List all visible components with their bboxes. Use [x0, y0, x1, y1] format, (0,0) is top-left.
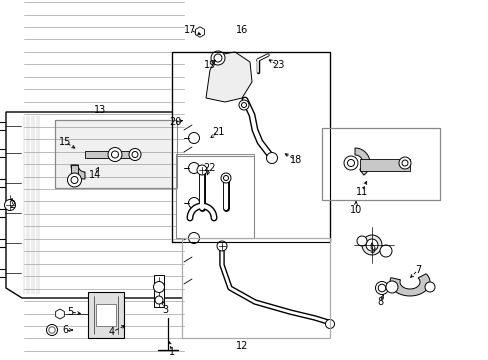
Text: 10: 10 [349, 205, 362, 215]
Text: 1: 1 [168, 347, 175, 357]
Text: 17: 17 [183, 25, 196, 35]
Polygon shape [195, 27, 204, 37]
Circle shape [188, 162, 199, 174]
Circle shape [361, 235, 381, 255]
Circle shape [375, 282, 387, 294]
Text: 7: 7 [414, 265, 420, 275]
Circle shape [108, 148, 122, 162]
Circle shape [46, 324, 58, 336]
Bar [96, 304, 116, 326]
Text: 18: 18 [289, 155, 302, 165]
Circle shape [356, 236, 366, 246]
Circle shape [188, 132, 199, 144]
Circle shape [365, 239, 377, 251]
Text: 13: 13 [94, 105, 106, 115]
Polygon shape [154, 275, 163, 307]
Polygon shape [85, 151, 130, 158]
Circle shape [223, 176, 228, 180]
Bar [172, 52, 329, 242]
Text: 20: 20 [168, 117, 181, 127]
Circle shape [71, 176, 78, 184]
Text: 21: 21 [211, 127, 224, 137]
Circle shape [217, 241, 226, 251]
Bar [88, 292, 124, 338]
Bar [321, 128, 439, 200]
Circle shape [214, 54, 222, 62]
Text: 22: 22 [203, 163, 216, 173]
Text: 16: 16 [235, 25, 247, 35]
Polygon shape [389, 274, 429, 296]
Polygon shape [354, 148, 369, 175]
Polygon shape [205, 52, 251, 102]
Circle shape [49, 327, 55, 333]
Text: 12: 12 [235, 341, 248, 351]
Bar [182, 238, 329, 338]
Text: 6: 6 [62, 325, 68, 335]
Bar [55, 120, 177, 188]
Circle shape [197, 165, 206, 175]
Circle shape [129, 148, 141, 161]
Circle shape [210, 51, 224, 65]
Polygon shape [71, 165, 85, 179]
Bar [176, 156, 253, 238]
Text: 15: 15 [59, 137, 71, 147]
Circle shape [266, 153, 277, 163]
Circle shape [379, 245, 391, 257]
Circle shape [67, 173, 81, 187]
Circle shape [155, 296, 163, 304]
Bar [176, 154, 253, 238]
Text: 9: 9 [368, 245, 374, 255]
Text: 5: 5 [67, 307, 73, 317]
Text: 11: 11 [355, 187, 367, 197]
Text: 2: 2 [9, 200, 15, 210]
Circle shape [343, 156, 357, 170]
Polygon shape [6, 112, 196, 298]
Circle shape [398, 157, 410, 169]
Circle shape [132, 152, 138, 158]
Bar [321, 128, 439, 200]
Circle shape [424, 282, 434, 292]
Text: 3: 3 [162, 305, 168, 315]
Circle shape [111, 151, 118, 158]
Circle shape [385, 281, 397, 293]
Circle shape [239, 100, 248, 110]
Text: 14: 14 [89, 170, 101, 180]
Circle shape [347, 159, 354, 166]
Circle shape [325, 320, 334, 328]
Circle shape [188, 198, 199, 208]
Text: 19: 19 [203, 60, 216, 70]
Bar [182, 238, 329, 338]
Circle shape [401, 160, 407, 166]
Circle shape [377, 284, 385, 292]
Text: 8: 8 [376, 297, 382, 307]
Polygon shape [71, 165, 78, 185]
Circle shape [221, 173, 230, 183]
Circle shape [188, 233, 199, 243]
Text: 23: 23 [271, 60, 284, 70]
Text: 4: 4 [109, 327, 115, 337]
Polygon shape [359, 159, 409, 171]
Circle shape [4, 199, 16, 211]
Polygon shape [56, 309, 64, 319]
Circle shape [153, 282, 164, 292]
Bar [55, 120, 177, 188]
Circle shape [241, 103, 246, 108]
Bar [172, 52, 329, 242]
